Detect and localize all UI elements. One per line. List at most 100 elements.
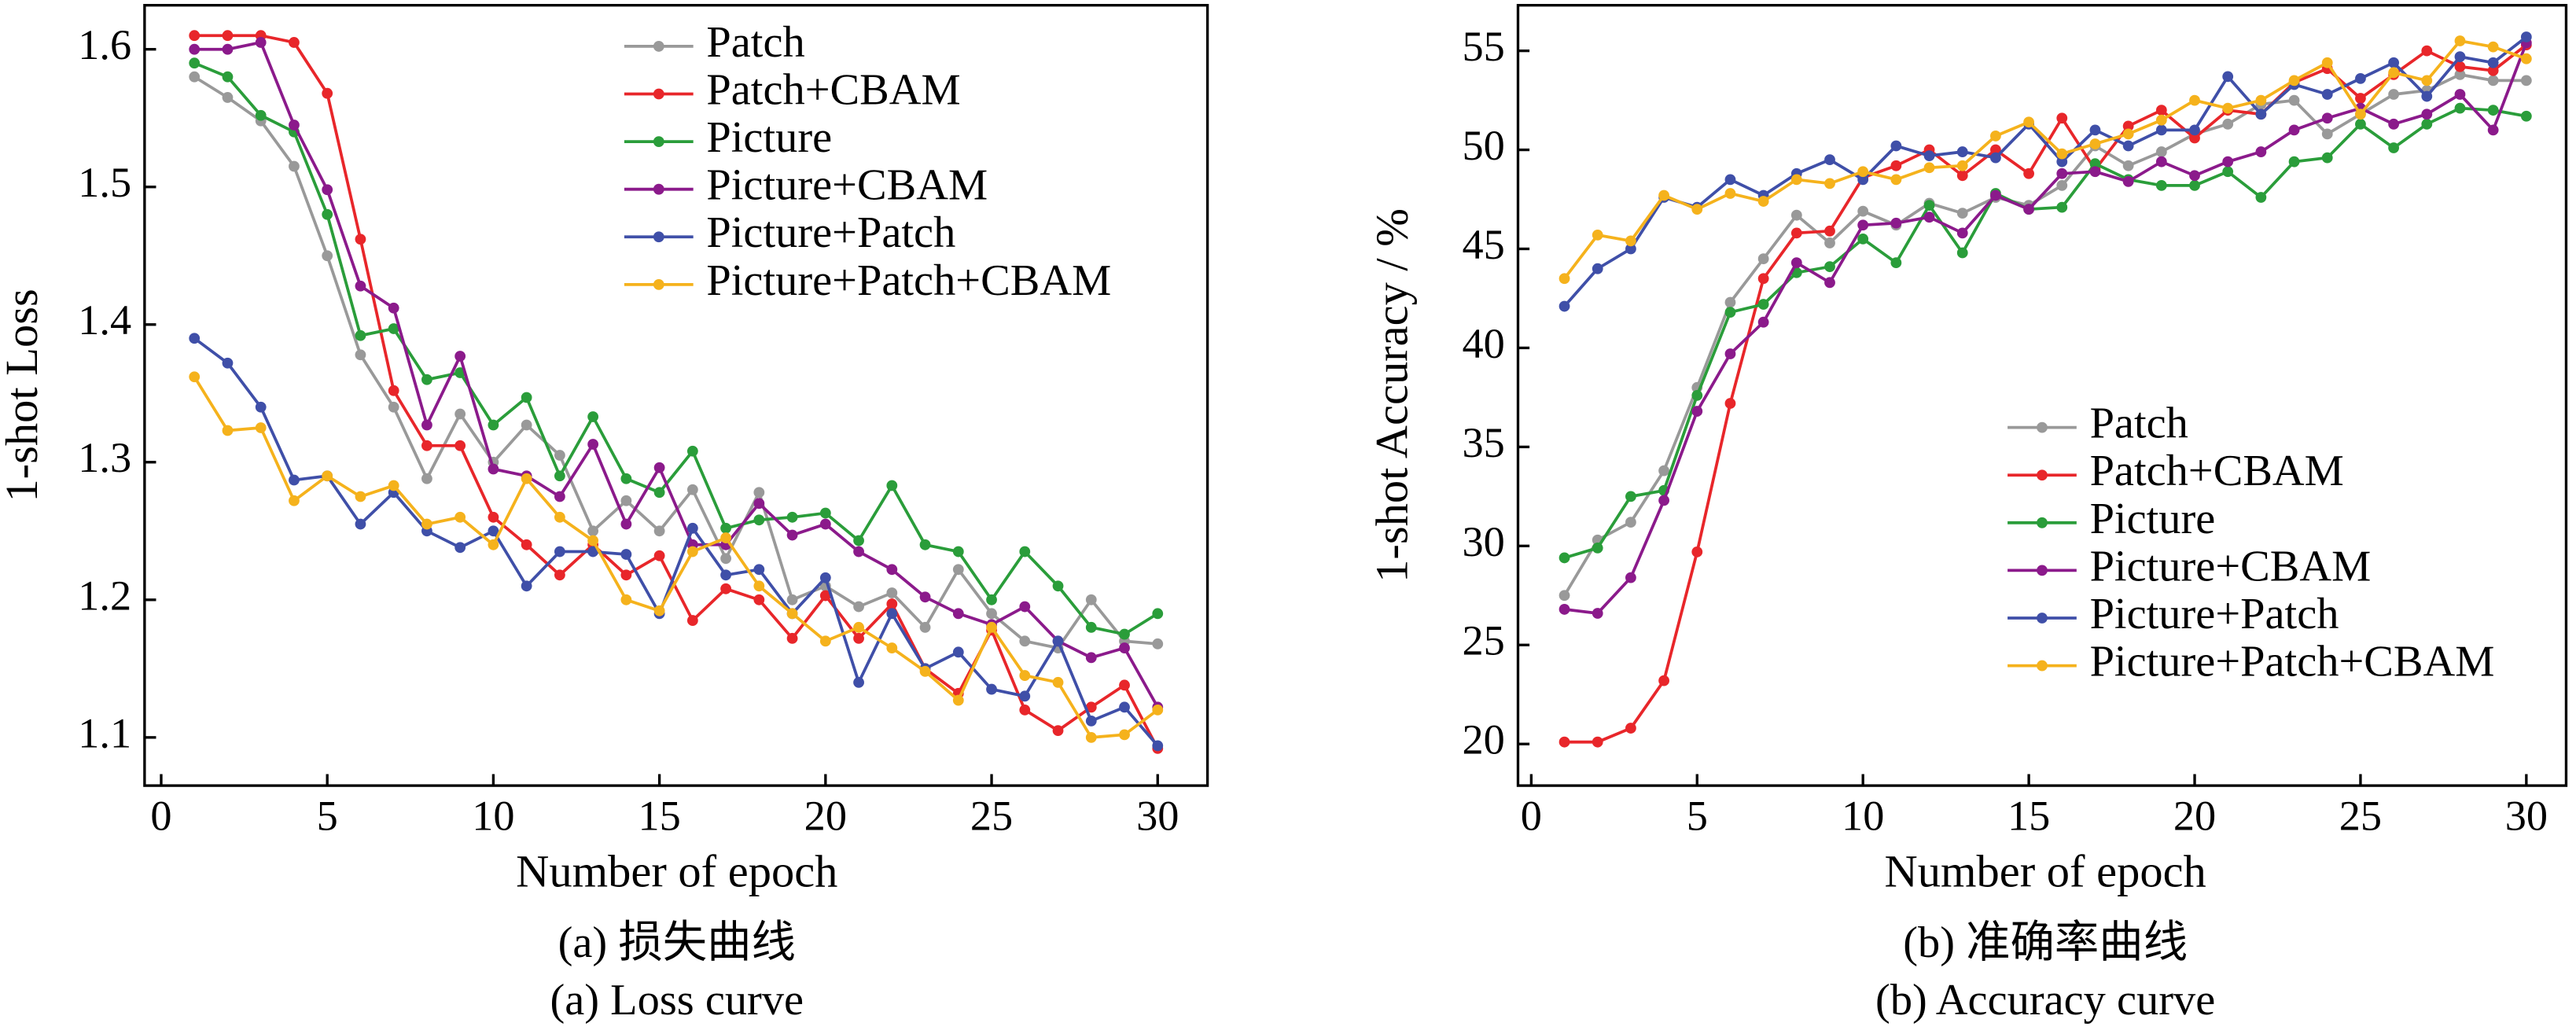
marker bbox=[388, 302, 399, 314]
chart: 0 5 10 15 20 25 30 20 25 30 35 40 45 50 55 Number of ep… bbox=[1366, 4, 2568, 1025]
marker bbox=[753, 514, 765, 526]
marker bbox=[388, 385, 399, 396]
marker bbox=[720, 583, 731, 594]
marker bbox=[255, 109, 267, 121]
legend-marker bbox=[653, 88, 664, 100]
marker bbox=[2520, 110, 2532, 122]
marker bbox=[1956, 170, 1968, 182]
line bbox=[193, 75, 1158, 650]
marker bbox=[1691, 389, 1703, 401]
marker bbox=[986, 608, 997, 620]
marker bbox=[1990, 144, 2001, 156]
marker bbox=[454, 511, 466, 523]
marker bbox=[322, 87, 333, 99]
marker bbox=[2421, 75, 2433, 86]
marker bbox=[720, 569, 731, 581]
marker bbox=[886, 587, 898, 598]
marker bbox=[289, 37, 300, 48]
marker bbox=[289, 160, 300, 172]
marker bbox=[2255, 94, 2267, 106]
marker bbox=[1152, 638, 1164, 649]
marker bbox=[1592, 229, 1603, 241]
caption-en: (b) Accuracy curve bbox=[1875, 976, 2215, 1025]
marker bbox=[1052, 676, 1064, 688]
x-tick-label: 10 bbox=[472, 792, 514, 839]
marker bbox=[2222, 71, 2234, 83]
line bbox=[1563, 39, 2527, 280]
marker bbox=[720, 532, 731, 543]
x-tick-label: 0 bbox=[1521, 792, 1542, 839]
marker bbox=[2321, 57, 2333, 68]
marker bbox=[653, 487, 665, 499]
marker bbox=[554, 470, 565, 482]
marker bbox=[2056, 167, 2068, 179]
marker bbox=[2388, 89, 2400, 100]
x-tick-label: 25 bbox=[2339, 792, 2382, 839]
marker bbox=[886, 642, 898, 653]
marker bbox=[620, 549, 632, 560]
marker bbox=[986, 621, 997, 633]
marker bbox=[1790, 257, 1802, 269]
marker bbox=[952, 646, 964, 658]
marker bbox=[255, 37, 267, 48]
caption: (b) 准确率曲线 bbox=[1903, 918, 2188, 967]
marker bbox=[1890, 174, 1902, 186]
marker bbox=[1757, 273, 1769, 285]
marker bbox=[1625, 235, 1636, 247]
legend: PatchPatch+CBAMPicturePicture+CBAMPictur… bbox=[624, 18, 1111, 305]
marker bbox=[255, 422, 267, 433]
marker bbox=[322, 250, 333, 262]
legend-marker bbox=[2037, 613, 2048, 624]
marker bbox=[786, 608, 798, 620]
marker bbox=[2189, 94, 2200, 106]
marker bbox=[1790, 209, 1802, 221]
marker bbox=[2189, 170, 2200, 182]
marker bbox=[1625, 243, 1636, 255]
legend-label: Picture+Patch bbox=[706, 208, 955, 257]
marker bbox=[1592, 263, 1603, 274]
marker bbox=[2189, 132, 2200, 144]
caption: (a) 损失曲线 bbox=[558, 918, 796, 967]
marker bbox=[421, 440, 432, 451]
marker bbox=[587, 411, 599, 422]
line bbox=[1564, 42, 2528, 615]
marker bbox=[1085, 731, 1097, 743]
marker bbox=[886, 564, 898, 576]
marker bbox=[222, 30, 234, 42]
marker bbox=[1558, 552, 1570, 564]
marker bbox=[1857, 166, 1869, 178]
marker bbox=[1990, 131, 2001, 142]
marker bbox=[2321, 112, 2333, 124]
marker bbox=[686, 522, 698, 534]
marker bbox=[355, 491, 366, 502]
marker bbox=[620, 473, 632, 484]
marker bbox=[819, 590, 831, 602]
marker bbox=[1890, 257, 1902, 269]
marker bbox=[753, 594, 765, 605]
marker bbox=[2056, 180, 2068, 191]
marker bbox=[2089, 124, 2101, 136]
marker bbox=[222, 92, 234, 103]
marker bbox=[786, 594, 798, 605]
marker bbox=[1956, 160, 1968, 171]
marker bbox=[1724, 188, 1736, 199]
marker bbox=[454, 408, 466, 420]
marker bbox=[289, 120, 300, 131]
marker bbox=[1625, 517, 1636, 528]
marker bbox=[421, 419, 432, 431]
marker bbox=[521, 392, 532, 403]
marker bbox=[1890, 140, 1902, 152]
y-tick-label: 1.1 bbox=[78, 709, 131, 756]
marker bbox=[1019, 601, 1031, 613]
line bbox=[194, 40, 1159, 708]
marker bbox=[819, 572, 831, 583]
marker bbox=[488, 539, 499, 550]
marker bbox=[753, 487, 765, 499]
marker bbox=[587, 535, 599, 546]
marker bbox=[886, 480, 898, 491]
line bbox=[1564, 43, 2527, 744]
marker bbox=[2321, 128, 2333, 140]
marker bbox=[1923, 150, 1935, 162]
marker bbox=[2255, 146, 2267, 157]
